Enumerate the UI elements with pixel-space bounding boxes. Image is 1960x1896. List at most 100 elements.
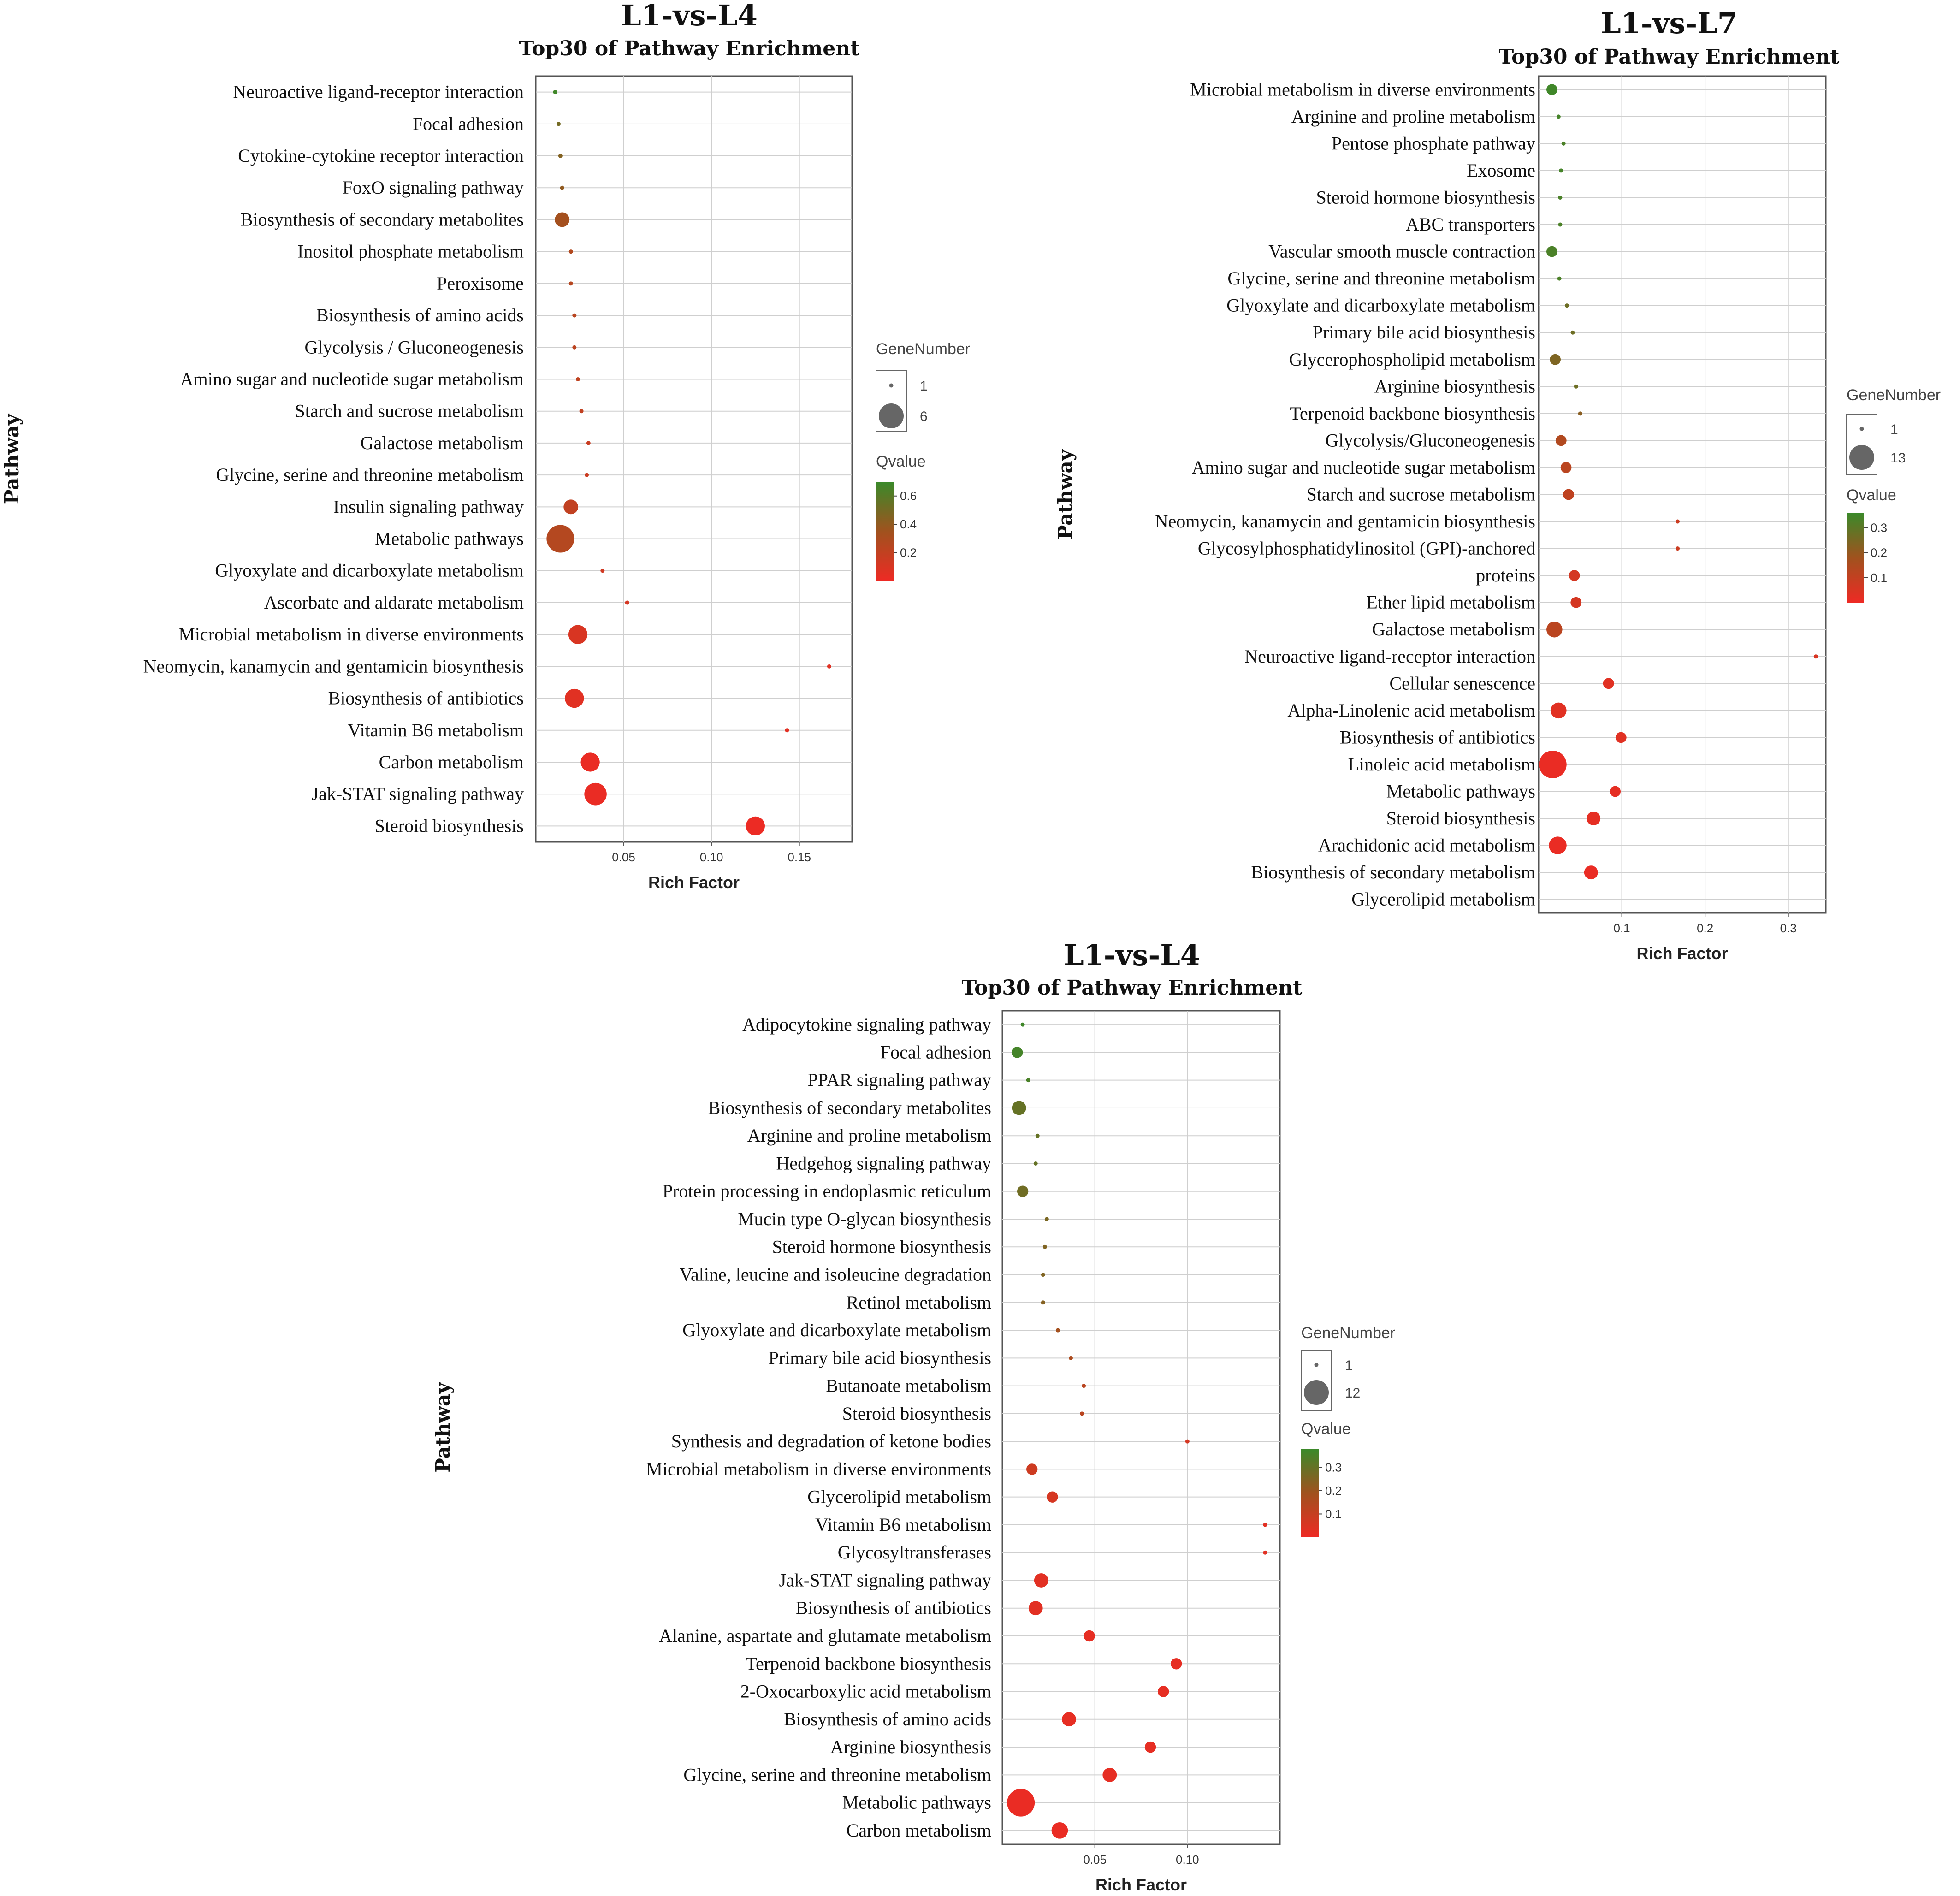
pathway-label: Glyoxylate and dicarboxylate metabolism (215, 560, 524, 581)
enrichment-point (585, 473, 589, 477)
pathway-label: Vitamin B6 metabolism (815, 1514, 991, 1535)
x-axis-title: Rich Factor (1636, 944, 1728, 963)
enrichment-point (1676, 546, 1680, 551)
enrichment-point (1574, 384, 1578, 389)
pathway-label: Ascorbate and aldarate metabolism (264, 592, 524, 613)
enrichment-point (1068, 1356, 1073, 1360)
enrichment-point (1020, 1022, 1025, 1027)
pathway-label: Galactose metabolism (361, 433, 524, 453)
colorbar-tick-label: 0.4 (900, 517, 917, 531)
enrichment-point (827, 664, 831, 669)
pathway-label: Valine, leucine and isoleucine degradati… (680, 1264, 991, 1285)
pathway-label: Arginine and proline metabolism (747, 1125, 991, 1146)
pathway-label: PPAR signaling pathway (807, 1070, 991, 1090)
enrichment-point (1587, 812, 1601, 825)
pathway-label: Steroid biosynthesis (375, 815, 524, 836)
colorbar-tick-label: 0.1 (1871, 571, 1887, 585)
enrichment-point (1055, 1328, 1060, 1333)
size-legend-large-dot (1304, 1380, 1329, 1405)
x-tick-label: 0.2 (1697, 921, 1713, 935)
pathway-label: Metabolic pathways (842, 1792, 991, 1813)
pathway-label: Steroid biosynthesis (842, 1403, 991, 1424)
pathway-label: Arginine biosynthesis (1374, 376, 1535, 397)
enrichment-point (1263, 1523, 1267, 1527)
pathway-label: Starch and sucrose metabolism (1306, 484, 1535, 505)
pathway-label: Glycine, serine and threonine metabolism (1227, 268, 1535, 289)
enrichment-point (746, 816, 765, 836)
pathway-label: Exosome (1467, 160, 1535, 181)
enrichment-point (1017, 1185, 1029, 1197)
pathway-label: Steroid biosynthesis (1386, 808, 1535, 829)
pathway-label: Steroid hormone biosynthesis (1316, 187, 1535, 207)
enrichment-point (568, 625, 588, 644)
x-tick-label: 0.15 (788, 850, 811, 864)
pathway-label: Biosynthesis of antibiotics (1340, 727, 1535, 747)
enrichment-point (1555, 435, 1567, 446)
pathway-label: Arachidonic acid metabolism (1318, 835, 1535, 856)
enrichment-point (1082, 1384, 1086, 1388)
pathway-label: Biosynthesis of antibiotics (796, 1598, 991, 1618)
enrichment-point (580, 752, 600, 772)
x-tick-label: 0.05 (612, 850, 635, 864)
enrichment-point (1026, 1463, 1038, 1475)
x-tick-label: 0.3 (1780, 921, 1797, 935)
size-legend-min-label: 1 (920, 379, 928, 394)
chart-subtitle: Top30 of Pathway Enrichment (961, 976, 1303, 1000)
pathway-label: Glycerolipid metabolism (807, 1487, 991, 1507)
enrichment-point (1557, 276, 1562, 281)
enrichment-point (1570, 330, 1575, 335)
enrichment-point (1546, 621, 1563, 638)
pathway-label: Inositol phosphate metabolism (297, 241, 524, 262)
pathway-label: Cellular senescence (1389, 673, 1535, 693)
pathway-label: Carbon metabolism (379, 752, 524, 772)
pathway-label: Primary bile acid biosynthesis (769, 1347, 991, 1368)
pathway-label: Glycosyltransferases (838, 1542, 991, 1563)
enrichment-point (568, 281, 573, 286)
pathway-label: Peroxisome (437, 273, 524, 294)
pathway-label: Terpenoid backbone biosynthesis (746, 1653, 991, 1674)
enrichment-point (572, 313, 577, 318)
plot-frame (535, 75, 853, 843)
colorbar-tick-label: 0.2 (900, 546, 917, 560)
size-legend-small-dot (1859, 427, 1864, 431)
qvalue-colorbar (1301, 1449, 1319, 1537)
enrichment-point (1569, 570, 1580, 581)
enrichment-point (1610, 786, 1621, 797)
enrichment-point (1263, 1550, 1267, 1555)
colorbar-tick-label: 0.3 (1325, 1460, 1342, 1474)
pathway-label: Starch and sucrose metabolism (295, 401, 524, 421)
enrichment-point (1561, 141, 1566, 146)
enrichment-point (785, 728, 789, 733)
enrichment-point (584, 782, 607, 806)
pathway-label: Neomycin, kanamycin and gentamicin biosy… (143, 656, 524, 676)
enrichment-point (1062, 1712, 1076, 1727)
enrichment-point (1026, 1078, 1030, 1083)
chart-panel-l1-vs-l4-bottom: L1-vs-L4 Top30 of Pathway Enrichment 0.05 0… (432, 938, 1395, 1894)
enrichment-point (546, 525, 574, 553)
enrichment-point (1044, 1217, 1049, 1221)
pathway-label: Neomycin, kanamycin and gentamicin biosy… (1155, 511, 1535, 532)
chart-title: L1-vs-L7 (1601, 6, 1737, 40)
enrichment-point (579, 409, 584, 414)
enrichment-point (625, 600, 629, 605)
colorbar-tick-label: 0.1 (1325, 1507, 1342, 1521)
enrichment-point (1171, 1658, 1182, 1670)
pathway-label: Adipocytokine signaling pathway (742, 1014, 991, 1035)
enrichment-point (555, 212, 570, 227)
enrichment-point (1676, 519, 1680, 524)
enrichment-point (1584, 865, 1598, 880)
enrichment-point (1546, 246, 1557, 257)
chart-subtitle: Top30 of Pathway Enrichment (519, 37, 860, 60)
enrichment-point (1556, 114, 1561, 119)
enrichment-point (600, 569, 605, 573)
enrichment-point (1558, 222, 1563, 227)
pathway-label: Microbial metabolism in diverse environm… (1190, 79, 1535, 100)
chart-panel-l1-vs-l4-top: L1-vs-L4 Top30 of Pathway Enrichment 0.05 0… (0, 0, 970, 892)
size-legend-title: GeneNumber (876, 340, 970, 358)
enrichment-point (1559, 168, 1563, 173)
pathway-label: Neuroactive ligand-receptor interaction (1244, 646, 1535, 667)
enrichment-point (1564, 303, 1569, 308)
pathway-label: Cytokine-cytokine receptor interaction (238, 145, 524, 166)
colorbar-tick-label: 0.2 (1325, 1484, 1342, 1498)
pathway-label: Glycosylphosphatidylinositol (GPI)-ancho… (1198, 538, 1535, 559)
